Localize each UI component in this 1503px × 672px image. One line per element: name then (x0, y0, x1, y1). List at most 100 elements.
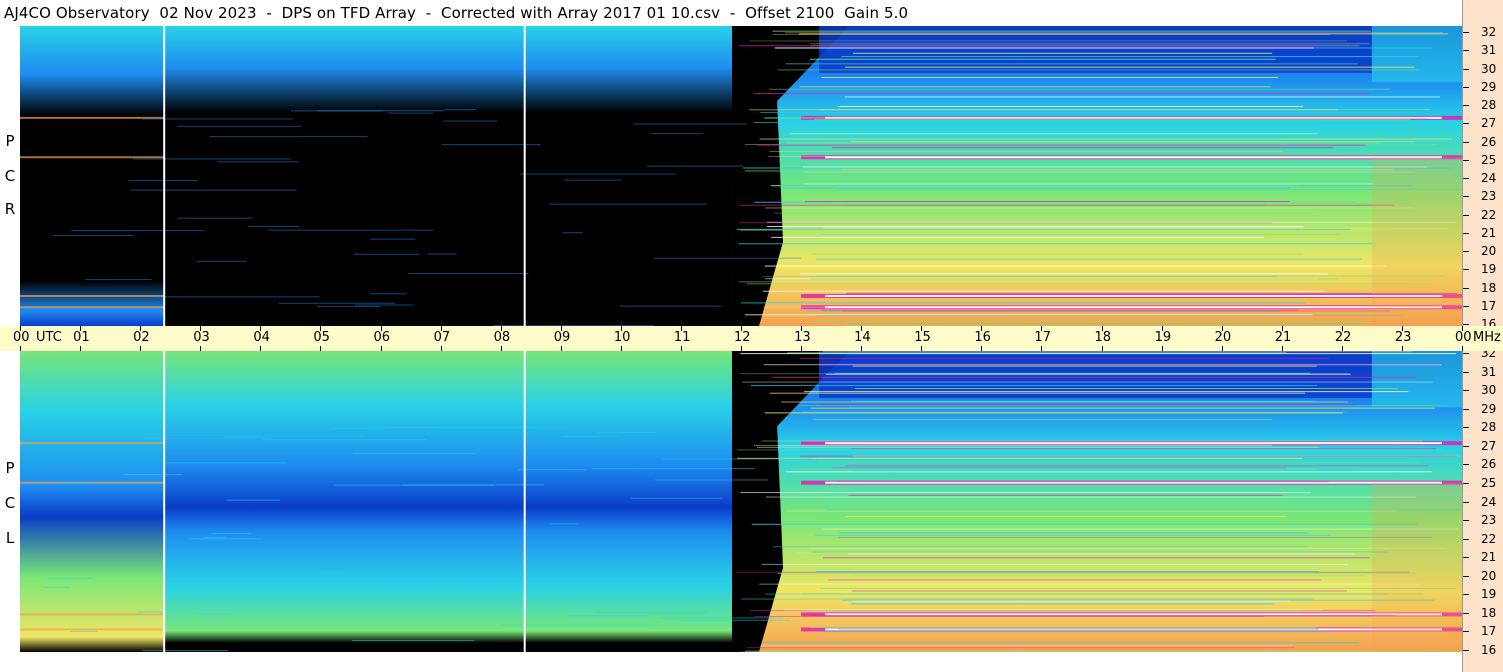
freq-tick-label: 24 (1481, 171, 1497, 185)
time-tick (861, 326, 863, 331)
time-tick (260, 326, 262, 331)
time-tick-label: 05 (313, 330, 330, 345)
rfi-streak (837, 628, 1320, 630)
rfi-streak (761, 563, 1348, 565)
rfi-streak (788, 133, 1318, 135)
rfi-streak (820, 233, 1342, 235)
interference-band-early (20, 156, 165, 159)
freq-tick-label: 20 (1481, 244, 1497, 258)
rfi-streak (754, 615, 1265, 617)
rfi-streak (737, 457, 1303, 459)
night-streak (161, 462, 288, 464)
rfi-streak (748, 109, 1338, 111)
rfi-streak (804, 257, 1447, 259)
interference-band-early (20, 306, 165, 309)
lcp-letter-c: C (4, 494, 16, 512)
rfi-streak (795, 552, 1377, 554)
rfi-streak (816, 275, 1444, 277)
freq-tick-label: 23 (1481, 189, 1497, 204)
freq-tick (1463, 305, 1469, 307)
freq-tick (1463, 86, 1469, 88)
rfi-streak (799, 86, 1271, 88)
freq-tick (1463, 159, 1469, 161)
sunrise-quiet-wedge (731, 351, 850, 652)
night-streak (52, 235, 134, 237)
night-streak (385, 584, 459, 586)
time-tick (981, 346, 983, 351)
freq-tick (1463, 408, 1469, 410)
lcp-label-column: L C P (0, 351, 20, 652)
rfi-streak (820, 404, 1357, 406)
time-tick-label: 13 (794, 330, 811, 345)
night-streak (279, 302, 396, 304)
night-streak (47, 577, 93, 579)
freq-tick (1463, 232, 1469, 234)
time-tick-label: 20 (1214, 330, 1232, 345)
freq-tick-label: 24 (1481, 494, 1497, 509)
rfi-streak (810, 43, 1370, 45)
night-streak (564, 179, 622, 181)
time-tick (801, 346, 803, 351)
interference-band-early (20, 481, 165, 484)
rfi-streak (750, 385, 1318, 387)
rfi-streak (842, 325, 1362, 326)
vertical-marker (163, 26, 166, 326)
freq-tick (1463, 445, 1469, 447)
time-tick (200, 346, 202, 351)
time-tick (80, 326, 82, 331)
lcp-spectrogram (20, 351, 1462, 652)
rfi-streak (765, 207, 1414, 209)
rfi-streak (771, 236, 1265, 238)
rfi-streak (740, 651, 1426, 652)
freq-tick-label: 21 (1481, 550, 1497, 565)
rfi-streak (772, 30, 1371, 32)
rfi-streak (847, 553, 1355, 555)
rfi-streak (815, 534, 1331, 536)
freq-tick-label: 20 (1481, 568, 1497, 583)
rcp-label-column: R C P (0, 26, 20, 326)
night-streak (262, 439, 427, 441)
rfi-streak (763, 306, 1323, 308)
rcp-letter-r: R (4, 200, 16, 218)
rfi-streak (741, 598, 1314, 600)
time-tick-label: 11 (673, 330, 691, 345)
night-streak (61, 482, 91, 484)
rfi-streak (841, 56, 1419, 58)
rfi-streak (736, 571, 1410, 573)
rfi-streak (749, 40, 1348, 42)
rfi-streak (739, 204, 1395, 206)
rfi-streak (828, 579, 1322, 581)
freq-tick (1463, 482, 1469, 484)
time-tick (500, 326, 502, 331)
night-streak (321, 571, 349, 573)
rfi-streak (742, 167, 1453, 169)
time-tick-label: 06 (373, 330, 391, 345)
night-streak (367, 426, 537, 428)
late-day-glow (1371, 157, 1462, 326)
interference-band-core (825, 306, 1442, 309)
time-tick-label: 21 (1274, 330, 1292, 345)
freq-tick-label: 25 (1481, 475, 1497, 490)
rfi-streak (818, 363, 1444, 365)
rfi-streak (846, 292, 1457, 294)
night-streak (248, 225, 300, 227)
rfi-streak (801, 411, 1348, 413)
rfi-streak (772, 185, 1412, 187)
night-streak (85, 279, 152, 281)
rfi-streak (814, 119, 1411, 121)
night-streak (177, 125, 302, 127)
rfi-streak (851, 603, 1275, 605)
time-tick (380, 346, 382, 351)
night-streak (388, 112, 434, 114)
night-streak (659, 617, 784, 619)
night-streak (70, 630, 98, 632)
night-streak (226, 499, 281, 501)
night-streak (680, 619, 790, 621)
night-streak (223, 435, 364, 437)
time-tick (741, 326, 742, 331)
night-streak (142, 437, 274, 439)
freq-tick (1463, 287, 1469, 289)
rfi-streak (740, 353, 1457, 355)
time-tick (20, 326, 21, 331)
time-tick (1462, 346, 1463, 351)
